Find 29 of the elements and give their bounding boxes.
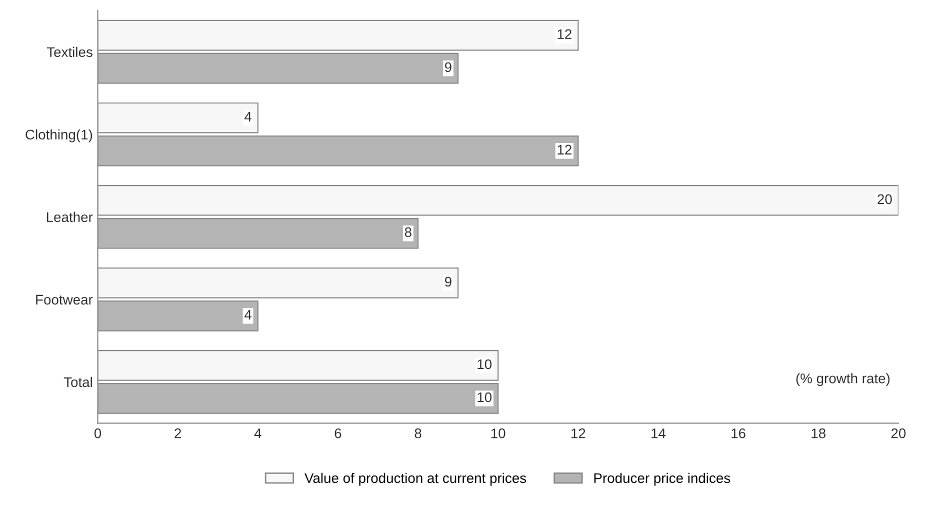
annotation: (% growth rate) bbox=[796, 373, 890, 386]
y-tick-label: Leather bbox=[46, 212, 93, 222]
x-tick-label: 6 bbox=[334, 428, 342, 438]
data-label: 4 bbox=[244, 112, 252, 122]
data-label: 20 bbox=[878, 194, 892, 204]
data-label: 9 bbox=[444, 62, 452, 72]
x-tick-label: 14 bbox=[652, 428, 666, 438]
y-tick-label: Clothing(1) bbox=[26, 129, 92, 142]
x-tick-label: 8 bbox=[414, 428, 422, 438]
data-label: 8 bbox=[404, 227, 412, 238]
y-tick-label: Textiles bbox=[46, 46, 92, 58]
data-label: 9 bbox=[444, 276, 452, 287]
x-tick-label: 2 bbox=[174, 428, 181, 438]
y-tick-label: Footwear bbox=[36, 294, 93, 305]
x-tick-label: 20 bbox=[891, 428, 906, 438]
legend-label: Value of production at current prices bbox=[304, 472, 526, 486]
data-label: 10 bbox=[478, 392, 492, 402]
data-label: 12 bbox=[558, 144, 572, 154]
x-tick-label: 0 bbox=[94, 428, 102, 438]
x-tick-label: 4 bbox=[254, 428, 262, 438]
x-tick-label: 18 bbox=[812, 428, 826, 438]
y-tick-label: Total bbox=[64, 376, 92, 388]
data-label: 12 bbox=[558, 29, 572, 39]
x-tick-label: 16 bbox=[732, 428, 746, 438]
data-label: 4 bbox=[244, 310, 252, 320]
data-label: 10 bbox=[478, 359, 492, 370]
x-tick-label: 10 bbox=[491, 428, 506, 438]
legend-label: Producer price indices bbox=[594, 472, 730, 486]
x-tick-label: 12 bbox=[571, 428, 586, 438]
